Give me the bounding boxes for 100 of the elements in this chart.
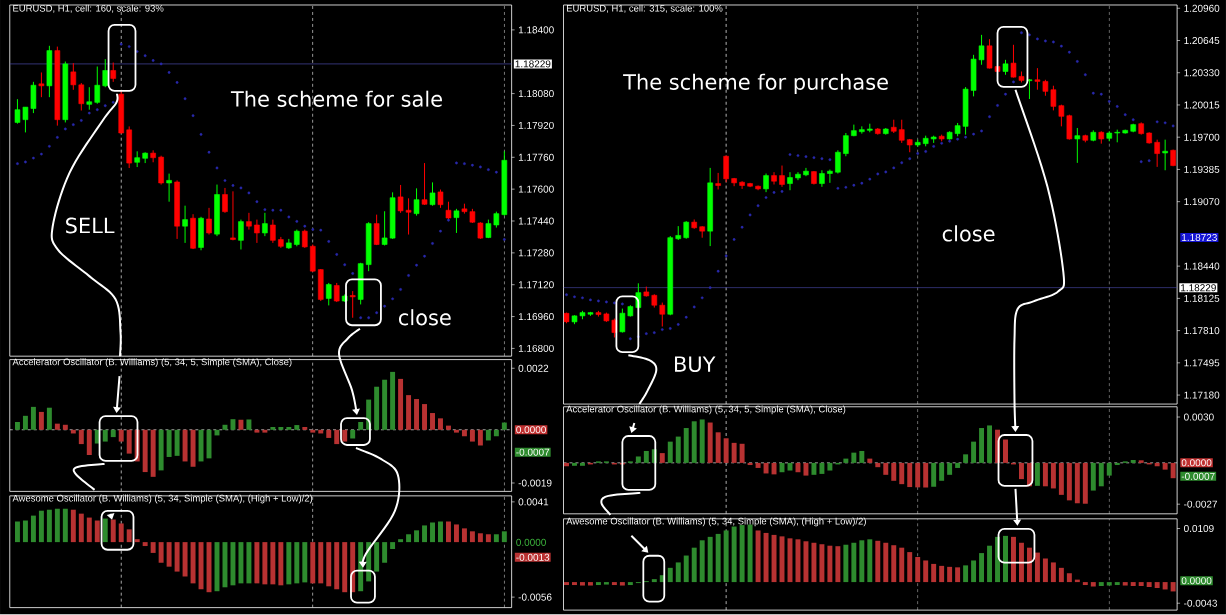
bar (270, 542, 276, 585)
bar (46, 407, 52, 431)
y-tick-label: 1.17810 (1184, 327, 1220, 335)
bar (374, 542, 380, 572)
bar (987, 545, 993, 583)
y-tick-label: 1.17600 (518, 185, 554, 193)
bar (667, 568, 673, 583)
ref-line-label: 1.18229 (1181, 284, 1216, 292)
bar (611, 582, 617, 586)
chart-title: Awesome Oscillator (B. Williams) (5, 34, Simple (SMA), (High + Low)/2) (566, 517, 866, 527)
candlestick (437, 189, 444, 209)
bar (62, 508, 68, 543)
y-tick-label: 1.20645 (1184, 37, 1220, 45)
bar (382, 379, 388, 431)
bar (1058, 568, 1064, 583)
candlestick (262, 212, 268, 237)
bar (715, 534, 721, 583)
bar (859, 540, 865, 583)
bar (731, 526, 737, 583)
bar (963, 565, 969, 583)
bar (1130, 582, 1136, 587)
bar (939, 463, 945, 481)
bar (150, 542, 156, 554)
candlestick (1154, 139, 1160, 168)
bar (142, 542, 148, 547)
y-tick-label: 1.20960 (1184, 4, 1220, 12)
bar (1154, 582, 1160, 589)
bar (1066, 573, 1072, 583)
text: 0.0000 (516, 539, 546, 547)
bar (739, 525, 745, 583)
y-tick-label: 1.17440 (518, 217, 554, 225)
candlestick (110, 62, 117, 83)
y-tick-label: 1.19700 (1184, 133, 1220, 141)
y-tick-label: 1.19385 (1184, 166, 1220, 174)
bar (971, 441, 977, 464)
bar (270, 427, 276, 431)
bar (485, 534, 491, 543)
candlestick (827, 169, 833, 184)
bar (294, 542, 300, 584)
bar (755, 530, 761, 583)
candlestick (787, 171, 793, 191)
bar (438, 418, 443, 431)
y-tick-label: 1.16800 (518, 345, 554, 353)
y-tick-label: -0.0043 (1184, 599, 1218, 607)
y-tick-label: 1.17760 (518, 153, 554, 162)
candlestick (166, 173, 172, 203)
bar (1138, 582, 1144, 587)
bar (803, 541, 809, 583)
bar (1090, 463, 1096, 491)
y-tick-label: 1.18440 (1184, 262, 1220, 270)
bar (390, 542, 396, 550)
bar (572, 582, 577, 586)
y-tick-label: 0.0022 (518, 364, 549, 372)
bar (931, 463, 937, 487)
bar (382, 542, 388, 563)
bar (1034, 463, 1040, 487)
candlestick (349, 290, 356, 319)
bar (619, 582, 625, 586)
bar (843, 544, 849, 583)
bar (358, 422, 364, 431)
bar (453, 524, 459, 543)
annotation: BUY (675, 356, 716, 373)
candlestick (206, 207, 212, 236)
bar (891, 463, 897, 481)
bar (318, 542, 324, 584)
bar (875, 463, 881, 468)
y-tick-label: 1.17280 (518, 249, 554, 257)
bar (1090, 582, 1096, 587)
bar (493, 430, 499, 437)
bar (1058, 463, 1064, 496)
bar (54, 508, 60, 543)
candlestick (94, 66, 101, 105)
y-tick-label: 1.17180 (1184, 391, 1220, 399)
bar (374, 386, 380, 431)
bar (635, 456, 641, 464)
bar (182, 542, 188, 577)
bar (414, 530, 420, 543)
chart-title: Accelerator Oscillator (B. Williams) (5, 34, 5, Simple (SMA), Close) (12, 358, 292, 368)
y-tick-label: 1.20330 (1184, 69, 1220, 77)
y-tick-label: 0.0109 (1184, 525, 1214, 533)
y-tick-label: 1.19070 (1184, 198, 1220, 206)
bar (699, 540, 705, 583)
bar (198, 430, 204, 462)
bar (1034, 552, 1040, 583)
bar (294, 425, 300, 431)
bar (102, 518, 108, 543)
bar (286, 427, 292, 431)
bar (62, 424, 68, 431)
candlestick (373, 214, 380, 246)
bar (747, 463, 753, 466)
candlestick (1066, 114, 1073, 141)
bar (1082, 582, 1088, 586)
candlestick (230, 191, 236, 242)
bar (278, 427, 284, 431)
y-tick-label: 1.17920 (518, 122, 554, 130)
bar (485, 430, 491, 441)
bar (94, 520, 100, 543)
bar (246, 419, 252, 431)
bar (979, 553, 985, 583)
bar (899, 463, 905, 485)
